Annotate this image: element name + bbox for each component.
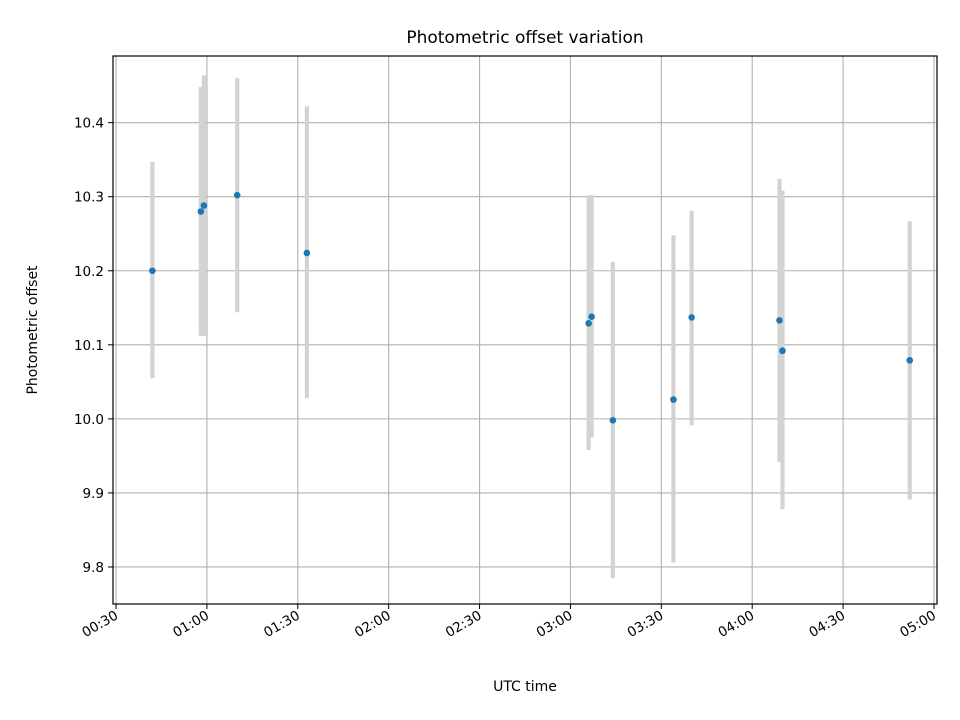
x-tick-label: 04:30 — [806, 608, 848, 641]
data-point — [670, 396, 677, 403]
data-point — [585, 320, 592, 327]
x-tick-label: 05:00 — [897, 608, 939, 641]
x-tick-label: 01:00 — [170, 608, 212, 641]
y-tick-label: 9.9 — [83, 486, 104, 502]
grid-lines — [113, 56, 937, 604]
x-tick-label: 02:00 — [352, 608, 394, 641]
data-point — [779, 347, 786, 355]
y-tick-label: 10.2 — [74, 264, 104, 280]
x-tick-label: 03:30 — [625, 608, 667, 641]
data-point — [233, 191, 241, 199]
y-tick-label: 10.4 — [74, 116, 104, 132]
x-tick-label: 01:30 — [261, 608, 303, 641]
x-tick-label: 00:30 — [79, 608, 121, 641]
y-tick-label: 10.0 — [74, 412, 104, 428]
x-axis-ticks: 00:30 01:00 01:30 02:00 02:30 03:00 03:30 04:00… — [79, 604, 939, 641]
x-tick-label: 02:30 — [443, 608, 485, 641]
error-bars — [150, 75, 912, 579]
y-tick-label: 10.1 — [74, 338, 104, 354]
chart-title: Photometric offset variation — [406, 28, 643, 48]
x-tick-label: 03:00 — [534, 608, 576, 641]
data-point — [303, 249, 311, 257]
data-point — [197, 208, 205, 215]
data-point — [688, 314, 695, 321]
data-point — [776, 317, 783, 324]
data-point — [609, 417, 617, 424]
y-tick-label: 9.8 — [83, 560, 104, 576]
x-axis-label: UTC time — [493, 679, 557, 695]
x-tick-label: 04:00 — [716, 608, 758, 641]
data-point — [588, 313, 595, 320]
y-tick-label: 10.3 — [74, 190, 104, 206]
data-point — [149, 267, 156, 275]
data-points — [149, 191, 914, 424]
plot-frame — [112, 55, 938, 605]
data-point — [200, 202, 208, 209]
y-axis-label: Photometric offset — [25, 265, 41, 395]
y-axis-ticks: 9.8 9.9 10.0 10.1 10.2 10.3 10.4 — [74, 116, 113, 576]
data-point — [906, 357, 914, 364]
